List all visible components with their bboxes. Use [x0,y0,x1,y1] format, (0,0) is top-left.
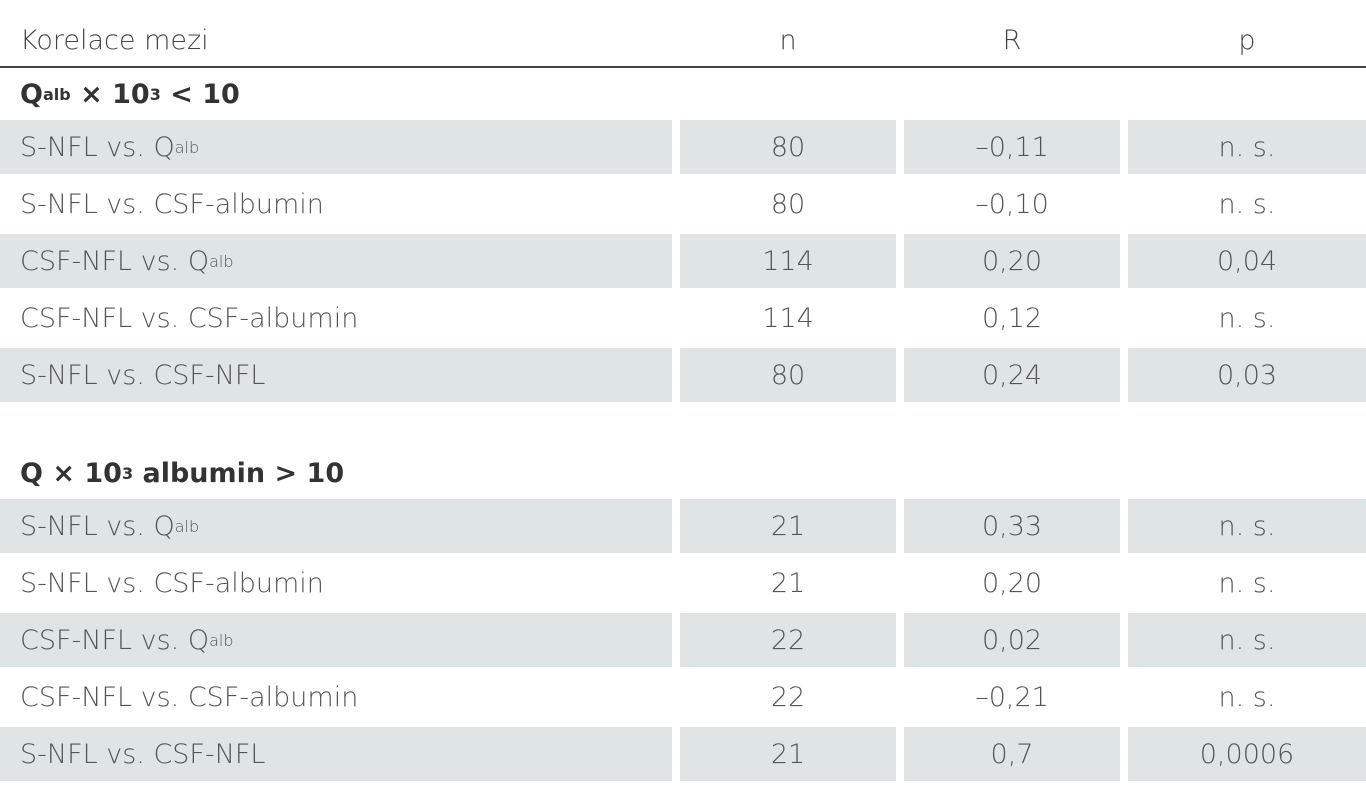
text-segment: CSF-NFL vs. Q [20,624,210,656]
table-row: S-NFL vs. CSF-albumin 80 –0,10 n. s. [0,177,1366,231]
section-title: Q × 10 3 albumin > 10 [0,447,1366,499]
text-segment: S-NFL vs. CSF-NFL [20,359,266,391]
table-cell: n. s. [1128,613,1366,667]
row-label: CSF-NFL vs. CSF-albumin [0,670,672,724]
table-cell: 0,04 [1128,234,1366,288]
table-cell: 21 [770,567,806,599]
row-label: CSF-NFL vs. CSF-albumin [0,291,672,345]
table-cell: n. s. [1218,188,1276,220]
text-segment: CSF-NFL vs. Q [20,245,210,277]
table-cell: 0,7 [904,727,1120,781]
table-cell: n. s. [1218,302,1276,334]
table-cell: n. s. [1218,567,1276,599]
table-row: S-NFL vs. CSF-albumin 21 0,20 n. s. [0,556,1366,610]
header-cell: R [1002,25,1022,56]
header-cell: n [779,25,797,56]
row-label: S-NFL vs. CSF-NFL [0,348,672,402]
text-segment: alb [42,84,71,104]
text-segment: S-NFL vs. CSF-albumin [20,188,324,220]
table-cell: n. s. [1128,120,1366,174]
text-segment: Q × 10 [20,457,122,489]
row-label: S-NFL vs. CSF-albumin [0,177,672,231]
text-segment: Q [20,78,43,110]
text-segment: 3 [149,84,161,104]
text-segment: CSF-NFL vs. CSF-albumin [20,302,359,334]
table-cell: 80 [770,188,806,220]
text-segment: alb [209,630,234,650]
table-row: CSF-NFL vs. CSF-albumin 22 –0,21 n. s. [0,670,1366,724]
table-cell: 80 [680,120,896,174]
text-segment: S-NFL vs. CSF-albumin [20,567,324,599]
table-cell: 22 [680,613,896,667]
table-cell: 0,20 [904,234,1120,288]
text-segment: < 10 [160,78,240,110]
text-segment: alb [209,251,234,271]
table-row: S-NFL vs. CSF-NFL 80 0,24 0,03 [0,348,1366,402]
table-cell: 0,0006 [1128,727,1366,781]
table-cell: 21 [680,727,896,781]
table-cell: n. s. [1128,499,1366,553]
table-cell: –0,21 [975,681,1049,713]
text-segment: albumin > 10 [133,457,345,489]
table-cell: 0,33 [904,499,1120,553]
text-segment: alb [174,137,200,157]
table-cell: –0,11 [904,120,1120,174]
row-label: S-NFL vs. CSF-albumin [0,556,672,610]
text-segment: alb [174,516,200,536]
table-cell: 114 [762,302,814,334]
text-segment: CSF-NFL vs. CSF-albumin [20,681,359,713]
table-cell: 0,02 [904,613,1120,667]
table-row: CSF-NFL vs. CSF-albumin 114 0,12 n. s. [0,291,1366,345]
header-cell: Korelace mezi [20,25,209,56]
text-segment: S-NFL vs. Q [20,131,175,163]
table-cell: 0,20 [981,567,1043,599]
text-segment: S-NFL vs. CSF-NFL [20,738,266,770]
section-gap [0,405,1366,447]
text-segment: × 10 [70,78,150,110]
table-cell: 21 [680,499,896,553]
table-cell: n. s. [1218,681,1276,713]
text-segment: 3 [121,463,134,483]
header-cell: p [1238,25,1256,56]
table-cell: –0,10 [975,188,1049,220]
table-cell: 114 [680,234,896,288]
row-label: S-NFL vs. CSF-NFL [0,727,672,781]
table-row: S-NFL vs. CSF-NFL 21 0,7 0,0006 [0,727,1366,781]
text-segment: S-NFL vs. Q [20,510,175,542]
table-cell: 0,03 [1128,348,1366,402]
table-cell: 80 [680,348,896,402]
table-cell: 0,12 [981,302,1043,334]
table-cell: 22 [770,681,806,713]
table-cell: 0,24 [904,348,1120,402]
